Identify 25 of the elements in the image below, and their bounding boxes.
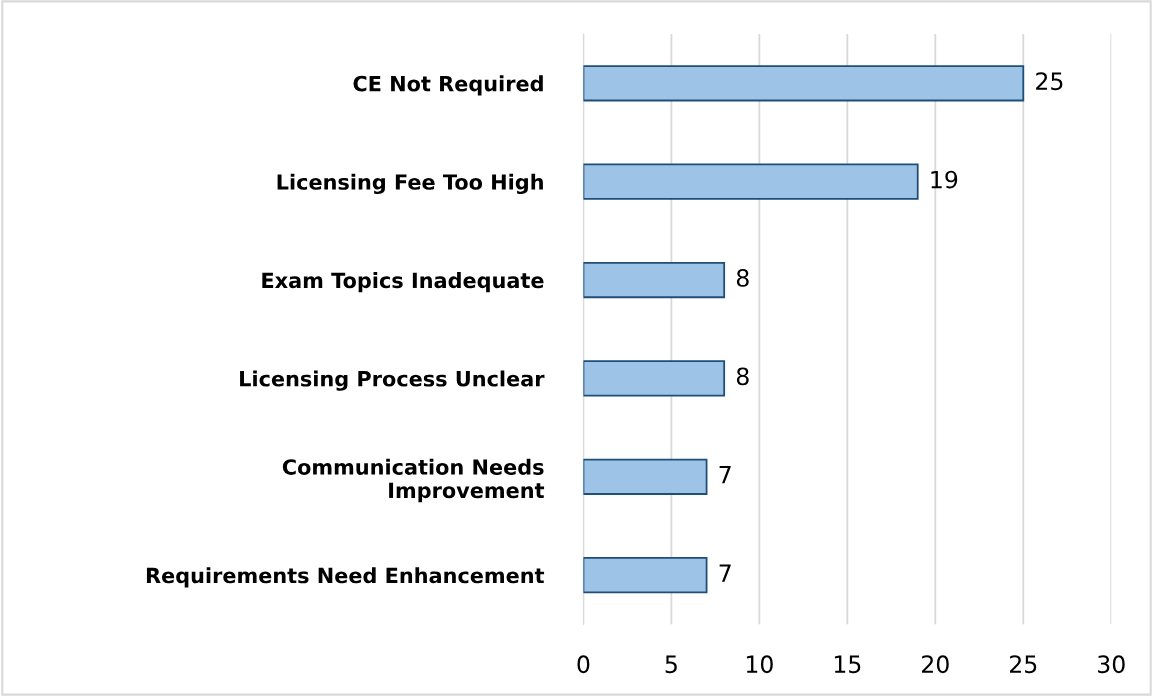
data-label: 8 — [736, 367, 749, 386]
bar — [583, 261, 726, 299]
y-tick-label: Licensing Fee Too High — [277, 173, 543, 195]
data-label: 8 — [736, 269, 749, 287]
data-label: 7 — [719, 466, 731, 484]
x-tick-label: 5 — [665, 655, 677, 674]
y-tick-label: Licensing Process Unclear — [240, 370, 545, 391]
y-tick-label: CE Not Required — [353, 75, 543, 96]
y-tick-label: Communication Needs Improvement — [282, 458, 545, 503]
bar — [583, 163, 919, 200]
bar — [583, 360, 726, 397]
data-label: 7 — [719, 564, 731, 582]
x-tick-label: 20 — [922, 655, 949, 674]
x-tick-label: 25 — [1010, 655, 1037, 674]
y-tick-label: Requirements Need Enhancement — [146, 567, 545, 588]
data-label: 19 — [931, 170, 958, 189]
bar — [583, 65, 1025, 102]
y-tick-label: Exam Topics Inadequate — [262, 272, 544, 293]
x-tick-label: 30 — [1098, 655, 1125, 674]
x-tick-label: 10 — [746, 655, 773, 674]
bar — [583, 557, 708, 594]
x-tick-label: 0 — [577, 655, 590, 674]
x-tick-label: 15 — [834, 655, 861, 674]
bar — [583, 458, 708, 495]
data-label: 25 — [1036, 72, 1063, 91]
